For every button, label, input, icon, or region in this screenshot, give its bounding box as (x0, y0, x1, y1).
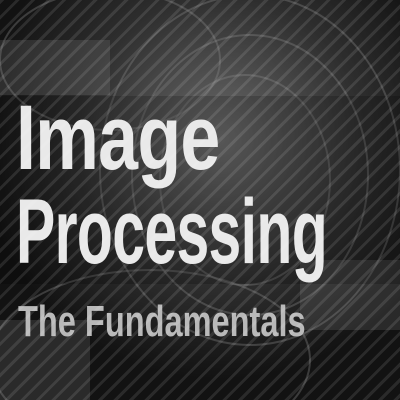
book-subtitle: The Fundamentals (18, 297, 306, 346)
title-band (0, 96, 400, 284)
book-title-line-2: Processing (16, 181, 328, 283)
book-title-line-1: Image (16, 87, 220, 189)
